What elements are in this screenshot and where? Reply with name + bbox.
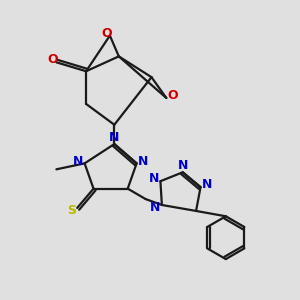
Text: O: O	[102, 27, 112, 40]
Text: N: N	[109, 131, 119, 144]
Text: S: S	[67, 204, 76, 217]
Text: N: N	[73, 155, 83, 168]
Text: N: N	[149, 172, 159, 185]
Text: O: O	[167, 89, 178, 102]
Text: N: N	[202, 178, 212, 191]
Text: N: N	[178, 159, 188, 172]
Text: O: O	[47, 53, 58, 66]
Text: N: N	[150, 202, 161, 214]
Text: N: N	[138, 155, 148, 168]
